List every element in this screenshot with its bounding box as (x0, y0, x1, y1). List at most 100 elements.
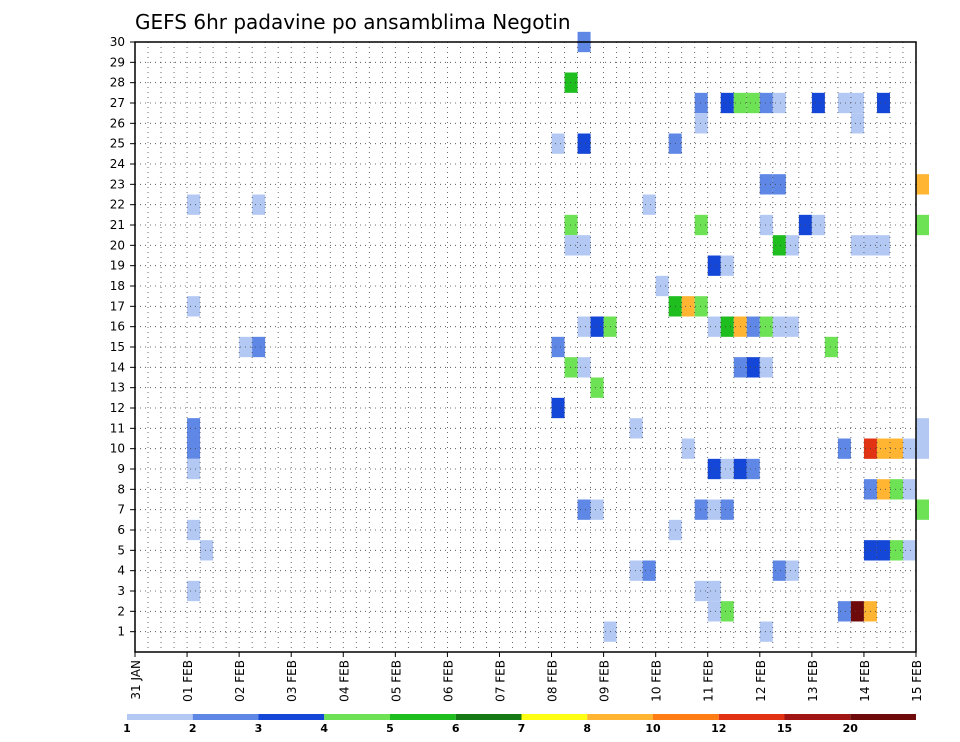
data-cell (772, 174, 786, 195)
data-cell (916, 214, 930, 236)
data-cell (916, 499, 930, 520)
data-cell (889, 438, 903, 459)
data-cell (187, 580, 201, 602)
y-tick-label: 23 (110, 177, 125, 191)
y-tick-label: 3 (117, 584, 125, 598)
data-cell (577, 499, 591, 520)
data-cell (759, 174, 773, 195)
data-cell (837, 438, 851, 459)
data-cell (694, 92, 708, 114)
colorbar-label: 4 (320, 722, 328, 735)
data-cell (564, 214, 578, 236)
y-tick-label: 28 (110, 76, 125, 90)
x-tick-label: 14 FEB (858, 660, 872, 702)
y-tick-label: 21 (110, 218, 125, 232)
y-tick-label: 4 (117, 564, 125, 578)
data-cell (876, 540, 890, 561)
data-cell (629, 418, 643, 439)
data-cell (785, 235, 799, 256)
y-tick-label: 25 (110, 137, 125, 151)
x-tick-label: 02 FEB (233, 660, 247, 702)
data-cell (694, 580, 708, 602)
y-tick-label: 14 (110, 360, 125, 374)
colorbar-swatch (587, 714, 653, 720)
x-tick-label: 05 FEB (389, 660, 403, 702)
data-cell (902, 479, 916, 500)
x-tick-label: 12 FEB (754, 660, 768, 702)
colorbar-label: 6 (452, 722, 460, 735)
x-tick-label: 15 FEB (910, 660, 924, 702)
data-cell (590, 377, 604, 398)
data-cell (564, 235, 578, 256)
data-cell (720, 316, 734, 337)
data-cell (642, 194, 656, 215)
data-cell (746, 92, 760, 114)
colorbar-label: 7 (518, 722, 526, 735)
colorbar-swatch (850, 714, 916, 720)
colorbar-label: 8 (583, 722, 591, 735)
data-cell (694, 214, 708, 236)
data-cell (889, 540, 903, 561)
data-cell (187, 458, 201, 480)
data-cell (252, 194, 266, 215)
colorbar-swatch (258, 714, 325, 720)
data-cell (850, 601, 864, 622)
data-cell (694, 296, 708, 317)
y-tick-label: 17 (110, 299, 125, 313)
data-cell (564, 72, 578, 93)
y-tick-label: 19 (110, 259, 125, 273)
data-cell (720, 601, 734, 622)
data-cell (759, 316, 773, 337)
data-cell (551, 336, 565, 358)
colorbar-label: 3 (255, 722, 263, 735)
data-cell (642, 560, 656, 581)
data-cell (720, 92, 734, 114)
data-cell (759, 621, 773, 642)
y-tick-label: 12 (110, 401, 125, 415)
colorbar-label: 20 (843, 722, 859, 735)
data-cell (577, 133, 591, 154)
data-cell (759, 214, 773, 236)
data-cell (759, 92, 773, 114)
data-cell (187, 194, 201, 215)
data-cell (590, 316, 604, 337)
colorbar-swatch (718, 714, 785, 720)
y-tick-label: 5 (117, 543, 125, 557)
x-tick-label: 06 FEB (441, 660, 455, 702)
y-tick-label: 8 (117, 482, 125, 496)
data-cell (187, 438, 201, 459)
data-cell (707, 601, 721, 622)
chart-title: GEFS 6hr padavine po ansamblima Negotin (135, 10, 571, 34)
x-tick-label: 31 JAN (129, 660, 143, 700)
colorbar-label: 15 (777, 722, 792, 735)
colorbar-swatch (653, 714, 719, 720)
y-tick-label: 7 (117, 503, 125, 517)
data-cell (772, 235, 786, 256)
data-cell (876, 479, 890, 500)
y-tick-label: 26 (110, 116, 125, 130)
data-cell (785, 316, 799, 337)
data-cell (187, 296, 201, 317)
data-cell (252, 336, 266, 358)
colorbar-label: 1 (123, 722, 131, 735)
data-cell (824, 336, 838, 358)
colorbar-swatch (521, 714, 588, 720)
y-tick-label: 18 (110, 279, 125, 293)
x-tick-label: 10 FEB (650, 660, 664, 702)
colorbar-swatch (455, 714, 522, 720)
data-cell (785, 560, 799, 581)
y-tick-label: 13 (110, 381, 125, 395)
colorbar-swatch (784, 714, 851, 720)
data-cell (902, 540, 916, 561)
data-cell (655, 275, 669, 297)
data-cell (850, 235, 864, 256)
data-cell (772, 560, 786, 581)
data-cell (772, 92, 786, 114)
colorbar-label: 5 (386, 722, 394, 735)
x-tick-label: 03 FEB (285, 660, 299, 702)
y-tick-label: 15 (110, 340, 125, 354)
y-tick-label: 10 (110, 442, 125, 456)
data-cell (707, 316, 721, 337)
y-tick-label: 6 (117, 523, 125, 537)
